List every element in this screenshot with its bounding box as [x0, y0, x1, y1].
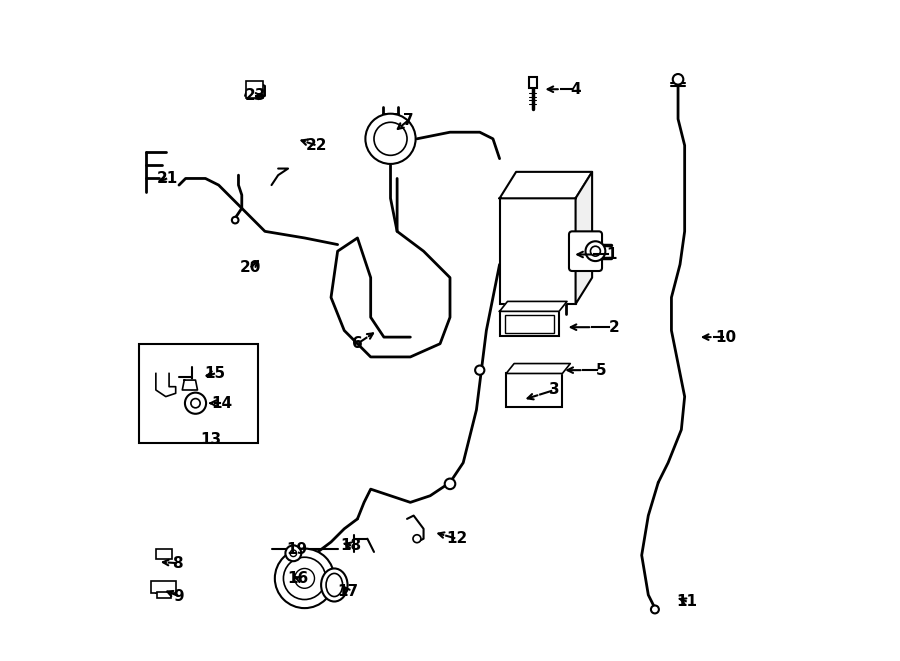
Polygon shape: [156, 373, 176, 397]
Bar: [500, 198, 576, 304]
Bar: [140, 344, 258, 443]
Circle shape: [284, 557, 326, 600]
Text: 20: 20: [239, 260, 261, 275]
Circle shape: [413, 535, 421, 543]
Polygon shape: [500, 172, 592, 198]
Bar: [247, 81, 263, 98]
Polygon shape: [500, 301, 567, 311]
Text: 14: 14: [212, 396, 232, 410]
Circle shape: [590, 247, 600, 256]
Bar: [151, 581, 176, 593]
Circle shape: [651, 605, 659, 613]
Bar: [528, 77, 536, 88]
Bar: [156, 549, 173, 559]
Bar: [505, 315, 554, 333]
Text: 21: 21: [157, 171, 177, 186]
Text: 10: 10: [716, 330, 737, 344]
Text: 4: 4: [571, 82, 580, 97]
Text: 1: 1: [607, 247, 617, 262]
Circle shape: [274, 549, 334, 608]
Ellipse shape: [326, 573, 343, 596]
Text: 19: 19: [286, 543, 307, 557]
Text: 5: 5: [596, 363, 606, 377]
Text: 11: 11: [676, 594, 698, 609]
Text: 18: 18: [340, 538, 362, 553]
Circle shape: [184, 393, 206, 414]
Text: 6: 6: [352, 336, 363, 351]
FancyBboxPatch shape: [569, 231, 602, 271]
Circle shape: [365, 114, 416, 164]
Text: 23: 23: [244, 89, 266, 103]
Circle shape: [475, 366, 484, 375]
Circle shape: [294, 568, 314, 588]
Text: 13: 13: [200, 432, 221, 447]
Circle shape: [673, 74, 683, 85]
Circle shape: [445, 479, 455, 489]
Polygon shape: [506, 364, 571, 373]
Circle shape: [285, 545, 302, 561]
Circle shape: [290, 550, 297, 557]
Circle shape: [232, 217, 239, 223]
Text: 15: 15: [205, 366, 226, 381]
Bar: [500, 311, 559, 336]
Text: 9: 9: [174, 589, 184, 603]
Circle shape: [586, 241, 606, 261]
Text: 7: 7: [403, 113, 414, 128]
Text: 8: 8: [173, 556, 183, 570]
Circle shape: [191, 399, 200, 408]
Text: 12: 12: [446, 531, 467, 546]
Text: 17: 17: [337, 584, 358, 599]
Polygon shape: [183, 380, 197, 390]
Polygon shape: [576, 172, 592, 304]
Text: 3: 3: [549, 383, 560, 397]
Bar: [506, 373, 562, 407]
Text: 16: 16: [287, 571, 309, 586]
Ellipse shape: [321, 568, 347, 602]
Bar: [157, 592, 171, 598]
Text: 22: 22: [306, 138, 328, 153]
Circle shape: [374, 122, 407, 155]
Text: 2: 2: [608, 320, 619, 334]
